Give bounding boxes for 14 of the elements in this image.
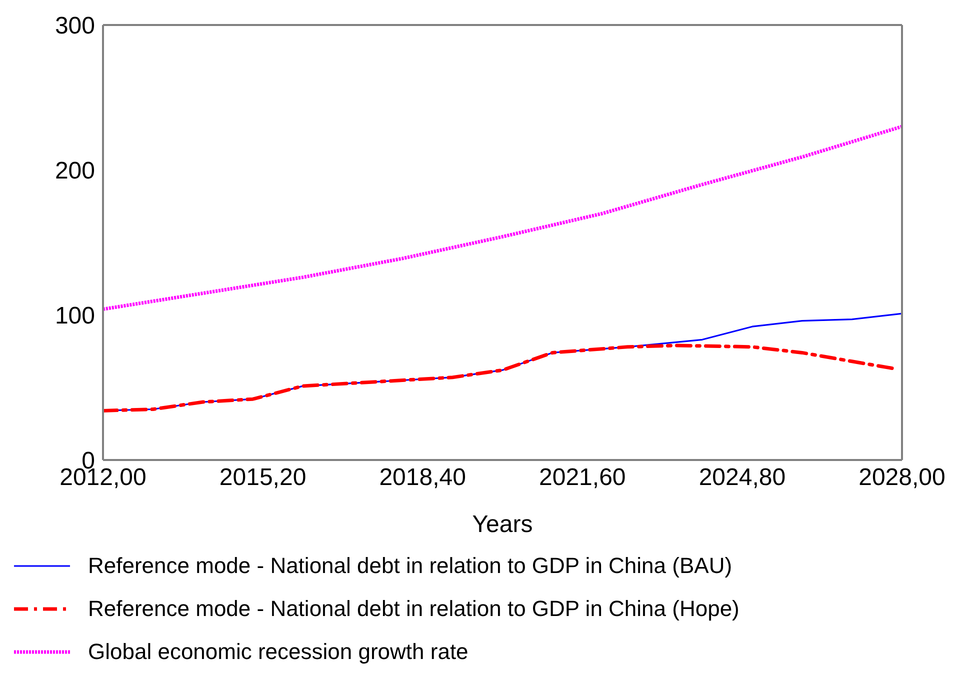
x-tick-label: 2021,60 [539,464,626,492]
line-series [103,124,902,311]
legend-label: Reference mode - National debt in relation to GDP in China (BAU) [88,552,732,578]
x-tick-label: 2015,20 [219,464,306,492]
x-tick-label: 2028,00 [858,464,946,492]
legend-label: Reference mode - National debt in relation to GDP in China (Hope) [88,596,740,622]
x-tick-label: 2018,40 [379,464,466,492]
y-tick-label: 300 [54,12,95,40]
y-tick-label: 100 [54,302,95,330]
legend-label: Global economic recession growth rate [88,638,468,664]
x-axis-title: Years [472,511,533,538]
y-tick-label: 200 [54,158,95,185]
x-tick-label: 2024,80 [698,464,786,492]
line-series [103,344,896,412]
